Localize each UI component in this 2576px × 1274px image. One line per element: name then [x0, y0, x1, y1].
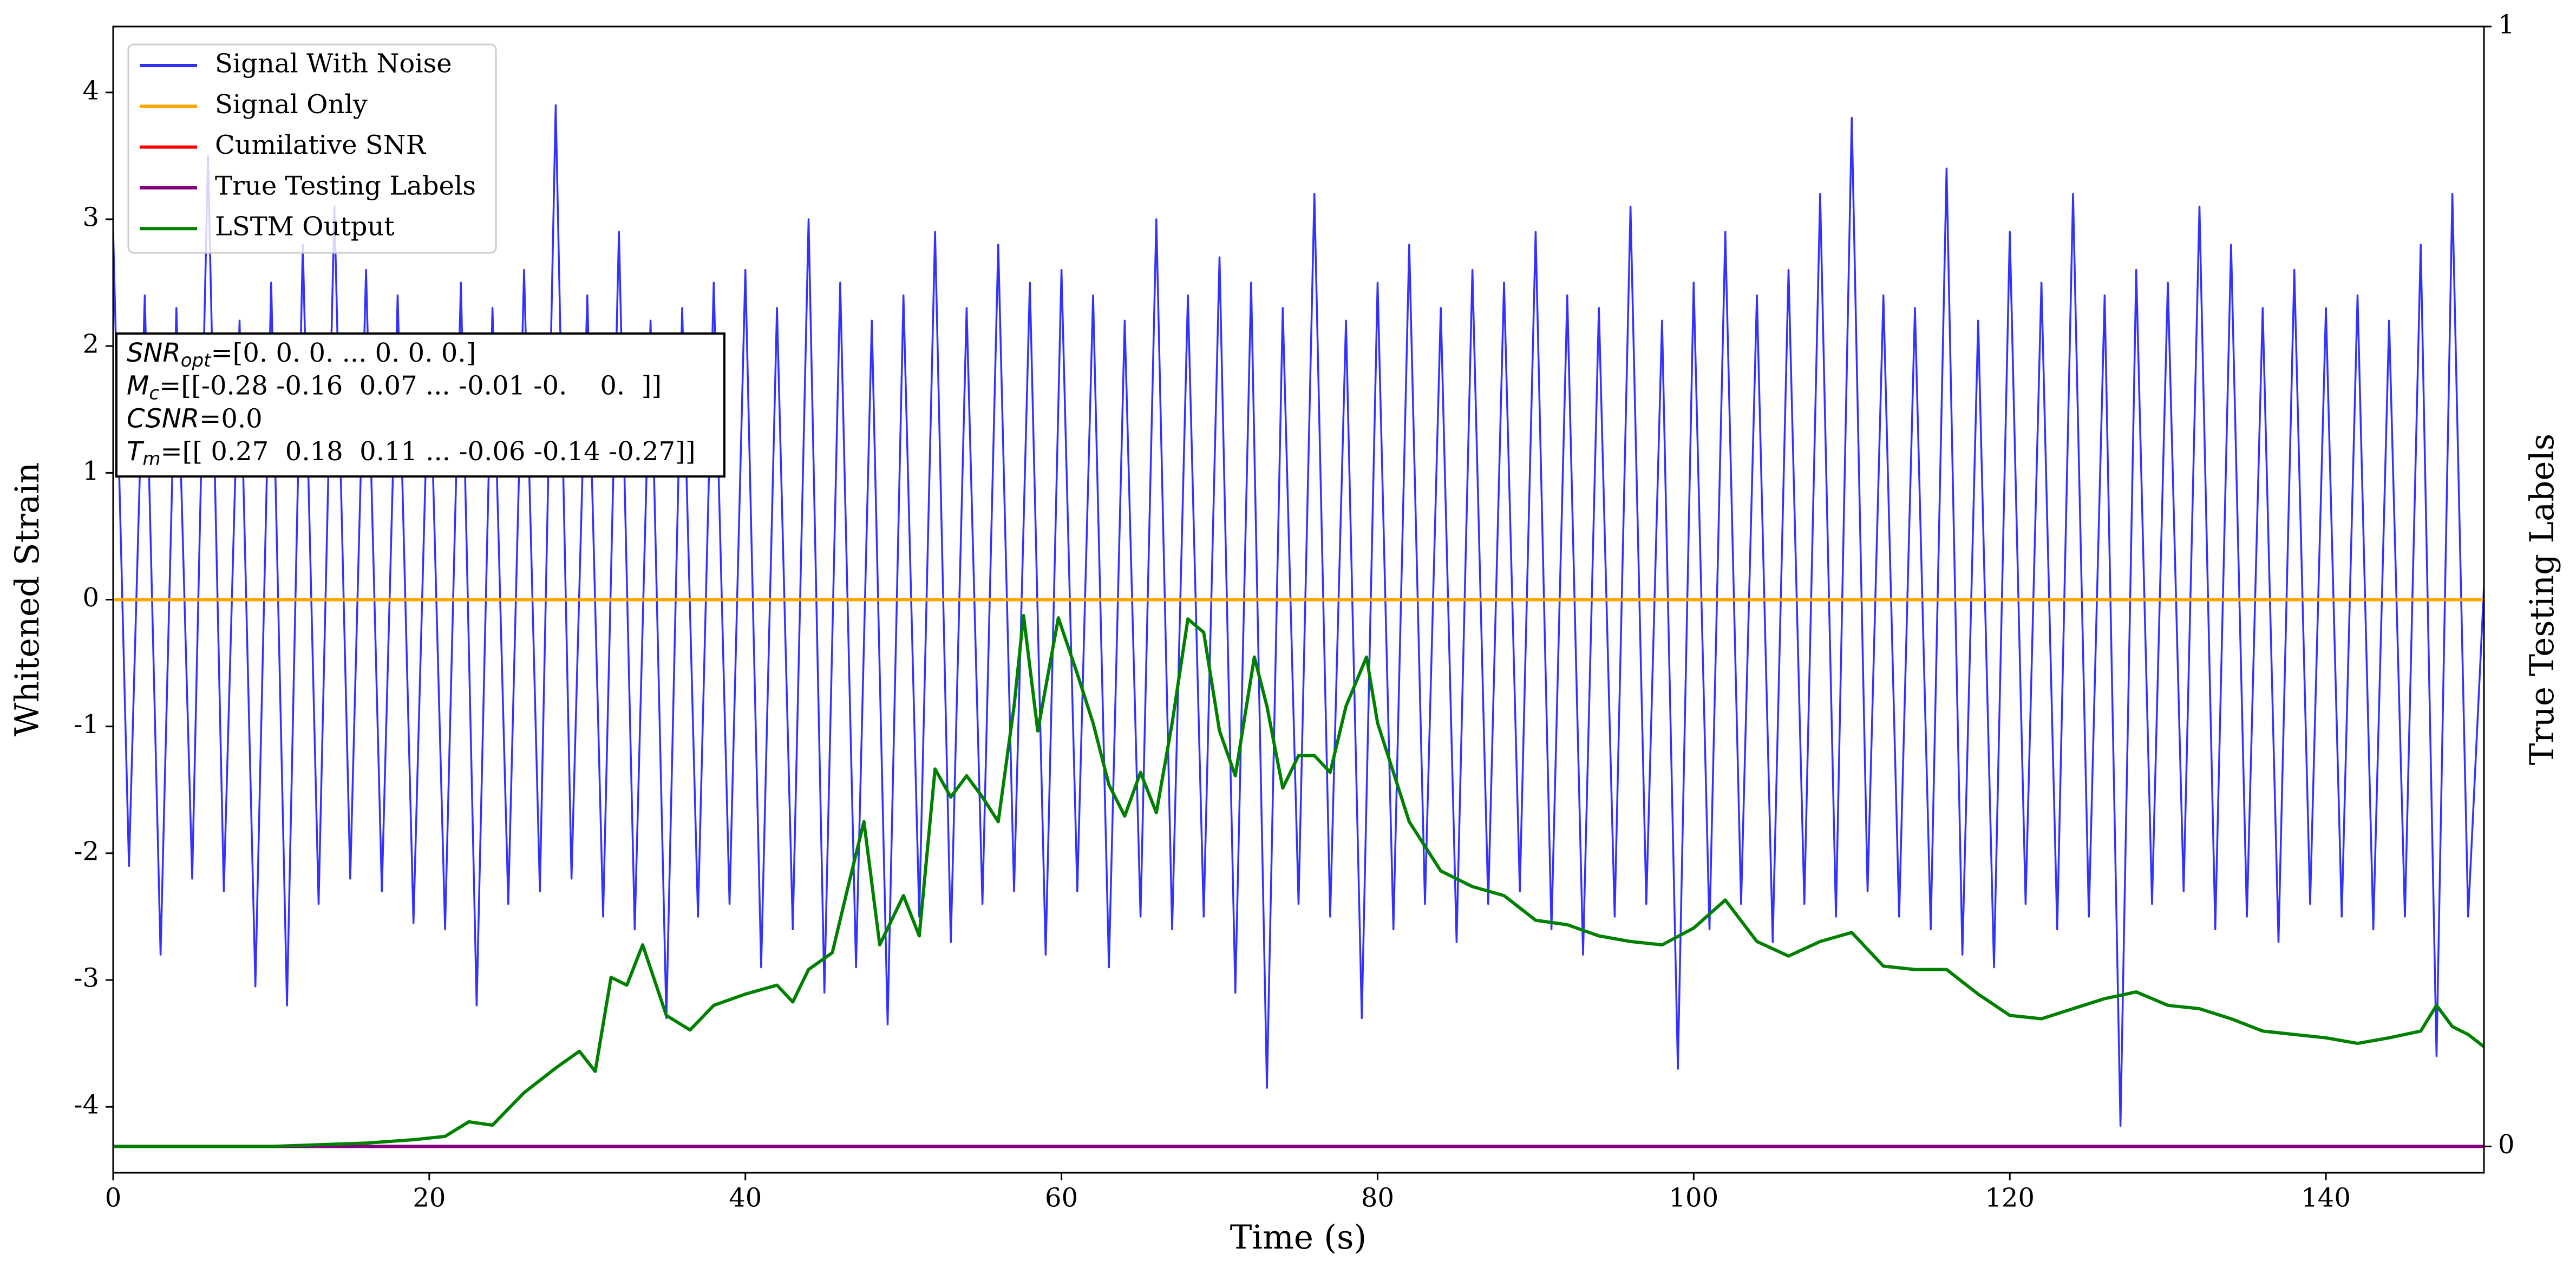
annotation-symbol: M	[127, 371, 149, 401]
x-tick-label: 140	[2301, 1183, 2351, 1213]
x-tick-label: 40	[729, 1183, 762, 1213]
x-tick-label: 100	[1669, 1183, 1719, 1213]
annotation-line: CSNR=0.0	[127, 403, 263, 434]
annotation-box	[115, 332, 725, 478]
annotation-symbol: CSNR	[127, 403, 199, 434]
legend-label: LSTM Output	[215, 212, 395, 242]
annotation-subscript: m	[142, 448, 160, 470]
y-tick-label: 3	[82, 202, 99, 232]
y2-axis-label: True Testing Labels	[2523, 434, 2561, 766]
annotation-line: Tm=[[ 0.27 0.18 0.11 ... -0.06 -0.14 -0.…	[127, 436, 696, 470]
annotation-text: =[[-0.28 -0.16 0.07 ... -0.01 -0. 0. ]]	[159, 370, 662, 401]
y-tick-label: -3	[74, 963, 99, 994]
y-tick-label: 4	[82, 75, 99, 106]
x-tick-label: 60	[1045, 1183, 1078, 1213]
annotation-text: =[0. 0. 0. ... 0. 0. 0.]	[211, 338, 476, 368]
x-tick-label: 80	[1361, 1183, 1394, 1213]
legend-label: Signal Only	[215, 89, 368, 120]
plot-area	[113, 104, 2484, 1148]
annotation-line: Mc=[[-0.28 -0.16 0.07 ... -0.01 -0. 0. ]…	[127, 370, 662, 404]
y-tick-label: 0	[82, 583, 99, 613]
annotation: SNRopt=[0. 0. 0. ... 0. 0. 0.]Mc=[[-0.28…	[115, 332, 725, 478]
annotation-symbol: T	[127, 436, 145, 467]
annotation-subscript: opt	[181, 350, 212, 371]
x-tick-label: 120	[1985, 1183, 2035, 1213]
annotation-line: SNRopt=[0. 0. 0. ... 0. 0. 0.]	[127, 338, 476, 371]
y-axis-label: Whitened Strain	[8, 462, 47, 737]
y2-tick-label: 0	[2498, 1129, 2515, 1160]
legend-box	[127, 43, 497, 254]
annotation-text: =[[ 0.27 0.18 0.11 ... -0.06 -0.14 -0.27…	[160, 436, 695, 467]
y-tick-label: -4	[74, 1090, 99, 1120]
legend-label: True Testing Labels	[215, 171, 476, 201]
y-tick-label: -1	[74, 709, 99, 740]
x-tick-label: 0	[105, 1183, 122, 1213]
annotation-text: =0.0	[199, 403, 263, 434]
annotation-symbol: SNR	[127, 338, 181, 368]
legend-label: Signal With Noise	[215, 49, 452, 79]
y2-tick-label: 1	[2498, 10, 2515, 40]
series-line	[113, 104, 2484, 1127]
series-line	[113, 614, 2484, 1148]
annotation-subscript: c	[149, 382, 159, 404]
x-axis-label: Time (s)	[1230, 1218, 1367, 1257]
legend-label: Cumilative SNR	[215, 130, 427, 160]
y-tick-label: 2	[82, 329, 99, 360]
legend: Signal With Noise Signal Only Cumilative S…	[127, 43, 497, 254]
y-tick-label: -2	[74, 836, 99, 866]
x-tick-label: 20	[413, 1183, 446, 1213]
y-tick-label: 1	[82, 456, 99, 486]
